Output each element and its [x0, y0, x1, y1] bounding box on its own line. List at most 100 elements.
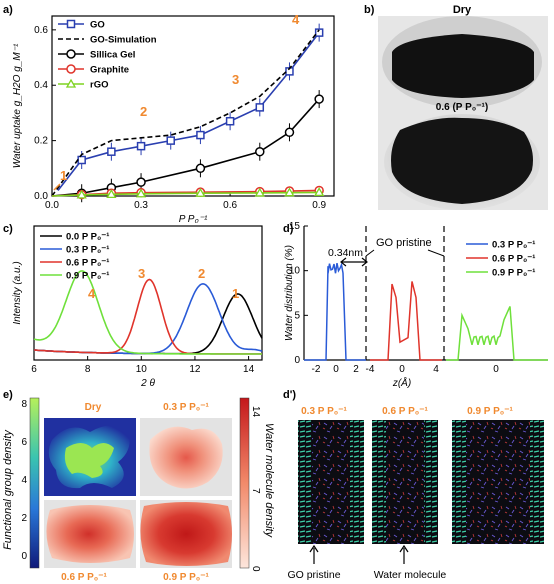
x-tick-label: 12 [189, 364, 201, 375]
series-line-4 [51, 191, 320, 197]
data-point [196, 130, 205, 140]
legend-label: 0.3 P P₀⁻¹ [66, 245, 109, 256]
y-tick-label: 5 [294, 310, 300, 321]
legend-marker [66, 49, 76, 59]
x-tick-label: -4 [366, 364, 375, 375]
annotation-3: 3 [232, 72, 239, 87]
annotation-2: 2 [198, 266, 205, 281]
data-point [195, 163, 206, 174]
right-colorbar-tick: 14 [250, 406, 261, 418]
md-snapshot-09 [452, 420, 544, 544]
md-wall-left-09 [452, 420, 466, 544]
panel-b-label: b) [364, 4, 375, 16]
x-tick-label: 6 [31, 364, 37, 375]
functional-density-label: Functional group density [2, 429, 14, 550]
y-axis-label: Water distribution (%) [284, 245, 295, 341]
x-tick-label: 14 [243, 364, 255, 375]
x-axis-label: P P₀⁻¹ [179, 214, 208, 225]
xrd-curve-2 [33, 278, 262, 355]
data-point [284, 187, 295, 197]
map-03-contour [149, 426, 223, 489]
left-colorbar-tick: 6 [21, 437, 27, 448]
xrd-curve-0 [33, 293, 263, 355]
panel-d-label: d) [283, 223, 294, 235]
x-tick-label: 0.9 [312, 200, 326, 211]
data-point [195, 187, 206, 197]
series-line-1 [51, 29, 320, 197]
map-label-03: 0.3 P P₀⁻¹ [163, 402, 209, 413]
go-pristine-arrow [309, 544, 319, 564]
profile-09 [446, 306, 548, 361]
data-point [255, 146, 265, 157]
go-pristine-label: GO pristine [376, 237, 432, 249]
md-label-09: 0.9 P P₀⁻¹ [467, 406, 513, 417]
x-tick-label: 0 [399, 364, 405, 375]
y-tick-label: 0.4 [34, 80, 48, 91]
data-point [76, 189, 87, 199]
data-point [284, 127, 295, 138]
wet-membrane [391, 117, 533, 204]
y-tick-label: 0.0 [34, 191, 48, 202]
legend-marker [65, 78, 77, 88]
left-colorbar-tick: 0 [21, 551, 27, 562]
legend-label: Sillica Gel [90, 50, 135, 61]
data-point [136, 141, 146, 151]
map-09-contour [140, 502, 232, 566]
x-tick-label: 0 [333, 364, 339, 375]
map-label-dry: Dry [85, 402, 102, 413]
legend-label: GO-Simulation [90, 35, 157, 46]
panel-c-label: c) [3, 223, 13, 235]
legend-marker [66, 19, 76, 29]
data-point [225, 116, 235, 126]
annotation-1: 1 [232, 286, 239, 301]
md-snapshots: 0.3 P P₀⁻¹ 0.6 P P₀⁻¹ 0.9 P P₀⁻¹ GO pris… [287, 406, 544, 581]
data-point [135, 188, 147, 198]
go-pointer-left [365, 249, 375, 257]
y-axis-label: Water uptake g_H2O g_M⁻¹ [12, 43, 23, 168]
x-tick-label: 2 [353, 364, 359, 375]
water-density-label: Water molecule density [263, 423, 275, 539]
left-colorbar-tick: 4 [21, 475, 27, 486]
right-colorbar-tick: 0 [250, 566, 261, 572]
legend-marker [66, 64, 76, 74]
md-wall-right-03 [350, 420, 364, 544]
profile-06 [370, 281, 442, 361]
y-tick-label: 10 [289, 266, 301, 277]
annotation-3: 3 [138, 266, 145, 281]
gap-label: 0.34nm [328, 247, 363, 259]
x-axis-label: 2 θ [140, 378, 155, 389]
x-tick-label: 0.3 [134, 200, 148, 211]
data-point [314, 28, 324, 37]
photo-dry-label: Dry [453, 4, 472, 16]
annotation-4: 4 [88, 286, 96, 301]
water-uptake-chart: 0.0 0.3 0.6 0.9 0.0 0.2 0.4 0.6 P P₀⁻¹ Water upta… [12, 12, 335, 225]
x-axis-label: z(Å) [392, 376, 411, 389]
y-tick-label: 0.2 [34, 136, 48, 147]
go-pristine-caption: GO pristine [287, 569, 340, 581]
y-tick-label: 15 [289, 221, 301, 232]
annotation-1: 1 [60, 168, 67, 183]
x-tick-label: 0.0 [45, 200, 59, 211]
map-06-contour [46, 505, 134, 563]
x-tick-label: 10 [136, 364, 148, 375]
data-point [166, 136, 175, 145]
xrd-curve-3 [33, 270, 262, 355]
dry-membrane [392, 34, 534, 98]
panel-dp-label: d') [283, 389, 296, 401]
legend-label: 0.9 P P₀⁻¹ [492, 268, 535, 279]
x-tick-label: -2 [312, 364, 321, 375]
legend-label: 0.6 P P₀⁻¹ [66, 258, 109, 269]
water-molecule-arrow [399, 544, 409, 564]
annotation-arrow [53, 183, 61, 191]
data-point [106, 189, 117, 198]
md-wall-right-06 [424, 420, 438, 544]
gap-arrow-heads [340, 257, 368, 267]
right-colorbar-tick: 7 [250, 488, 261, 494]
x-tick-label: 4 [433, 364, 439, 375]
data-point [314, 94, 324, 104]
photo-wet-label: 0.6 (P P₀⁻¹) [436, 102, 488, 113]
legend-label: 0.6 P P₀⁻¹ [492, 254, 535, 265]
legend-label: 0.3 P P₀⁻¹ [492, 240, 535, 251]
